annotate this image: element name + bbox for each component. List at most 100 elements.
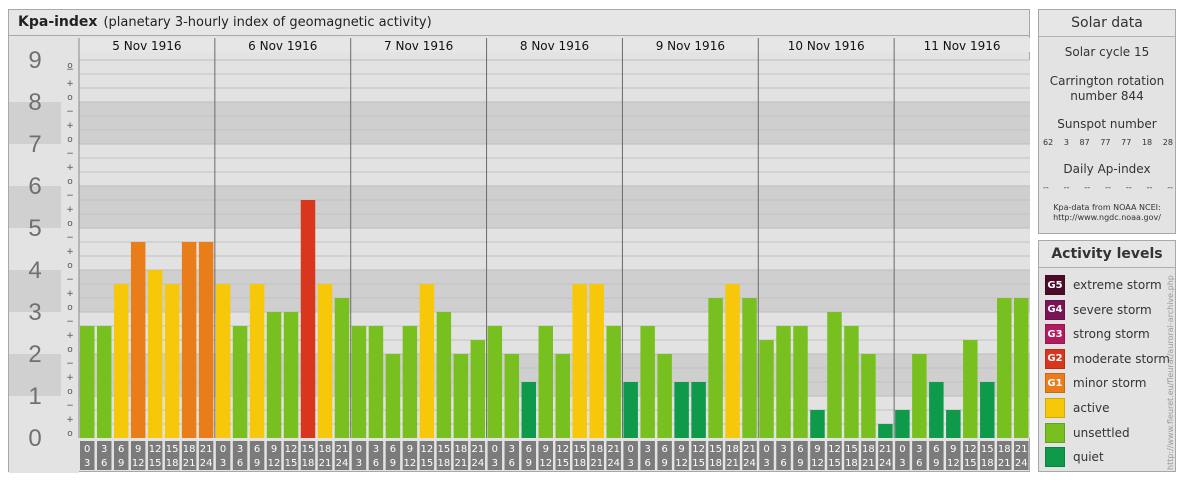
hour-label-end: 12: [675, 458, 688, 469]
hour-label-start: 18: [590, 444, 603, 455]
hour-label-start: 18: [454, 444, 467, 455]
y-minor-tick: +: [66, 121, 74, 131]
hour-label-start: 9: [271, 444, 277, 455]
hour-label-end: 18: [981, 458, 994, 469]
hour-label-end: 15: [964, 458, 977, 469]
y-label-cell: [9, 228, 61, 270]
hour-label-box: [164, 441, 180, 470]
hour-label-box: [912, 441, 927, 470]
hour-label-box: [215, 441, 231, 470]
kp-bar: [96, 325, 112, 438]
hour-label-end: 18: [302, 458, 315, 469]
hour-label-end: 6: [373, 458, 379, 469]
chart-subtitle: (planetary 3-hourly index of geomagnetic…: [103, 15, 432, 30]
hour-label-box: [521, 441, 537, 470]
y-minor-tick: +: [66, 415, 74, 425]
hour-label-box: [113, 441, 129, 470]
y-minor-tick: o: [67, 345, 73, 355]
sunspot-title: Sunspot number: [1057, 117, 1157, 131]
hour-label-box: [742, 441, 757, 470]
hour-label-end: 21: [319, 458, 332, 469]
hour-label-end: 15: [421, 458, 434, 469]
hour-label-box: [538, 441, 553, 470]
ap-value: --: [1146, 183, 1153, 192]
y-minor-tick: o: [67, 429, 73, 439]
day-header-row: [79, 38, 1030, 52]
chart-title-bar: Kpa-index (planetary 3-hourly index of ge…: [9, 10, 1029, 36]
legend-swatch: G1: [1045, 373, 1065, 394]
y-minor-tick: +: [66, 289, 74, 299]
hour-label-end: 15: [828, 458, 841, 469]
hour-label-end: 12: [132, 458, 145, 469]
hour-label-end: 6: [509, 458, 515, 469]
legend-item-moderate-storm: G2 moderate storm: [1045, 348, 1170, 369]
hour-label-end: 6: [237, 458, 243, 469]
hour-label-box: [80, 441, 95, 470]
hour-label-box: [96, 441, 112, 470]
solar-data-panel: Solar data Solar cycle 15 Carrington rot…: [1038, 9, 1176, 234]
hour-label-box: [351, 441, 367, 470]
kp-bar: [623, 382, 638, 438]
hour-label-box: [487, 441, 503, 470]
hour-label-start: 12: [692, 444, 705, 455]
carrington-line-1: Carrington rotation: [1049, 74, 1165, 88]
data-credit-line-1: Kpa-data from NOAA NCEI:: [1053, 203, 1161, 212]
legend-item-active: active: [1045, 398, 1109, 418]
legend-label: unsettled: [1073, 425, 1130, 440]
hour-label-start: 3: [237, 444, 243, 455]
solar-data-title: Solar data: [1039, 10, 1175, 37]
hour-label-start: 6: [526, 444, 532, 455]
hour-label-start: 12: [285, 444, 298, 455]
ap-index-title: Daily Ap-index: [1063, 162, 1151, 176]
hour-label-end: 3: [763, 458, 769, 469]
sunspot-value: 18: [1141, 138, 1153, 147]
hour-label-box: [810, 441, 825, 470]
kp-bar: [980, 382, 995, 438]
data-credit: Kpa-data from NOAA NCEI: http://www.ngdc…: [1039, 203, 1175, 223]
data-credit-link[interactable]: http://www.ngdc.noaa.gov/: [1053, 213, 1161, 222]
kp-bar: [827, 312, 842, 438]
hour-label-start: 9: [950, 444, 956, 455]
y-label-cell: [9, 60, 61, 102]
legend-swatch: [1045, 422, 1065, 443]
hour-label-end: 24: [743, 458, 756, 469]
hour-label-box: [827, 441, 842, 470]
hour-label-box: [963, 441, 978, 470]
hour-label-box: [232, 441, 248, 470]
kp-bar: [334, 298, 350, 438]
hour-label-box: [385, 441, 401, 470]
kp-bar: [793, 325, 808, 438]
kp-bar: [164, 283, 180, 438]
hour-label-end: 6: [101, 458, 107, 469]
hour-label-end: 3: [220, 458, 226, 469]
hour-label-end: 24: [607, 458, 620, 469]
hour-label-end: 9: [933, 458, 939, 469]
hour-label-end: 6: [780, 458, 786, 469]
carrington-line-2: number 844: [1070, 89, 1144, 103]
hour-label-start: 18: [862, 444, 875, 455]
hour-label-box: [725, 441, 740, 470]
kp-bar: [317, 283, 333, 438]
y-tick-label: 2: [28, 341, 41, 368]
activity-levels-panel: Activity levels G5 extreme storm G4 severe …: [1038, 240, 1176, 472]
y-minor-tick: +: [66, 205, 74, 215]
hour-label-end: 9: [526, 458, 532, 469]
y-minor-tick: −: [66, 107, 74, 117]
kp-bar: [283, 312, 299, 438]
kp-bar: [861, 354, 876, 438]
hour-label-end: 12: [947, 458, 960, 469]
legend-swatch: G5: [1045, 275, 1065, 295]
kp-bar: [521, 382, 537, 438]
legend-swatch: [1045, 398, 1065, 418]
hour-label-end: 9: [661, 458, 667, 469]
hour-label-start: 0: [492, 444, 498, 455]
hour-label-end: 15: [556, 458, 569, 469]
day-label: 6 Nov 1916: [248, 39, 317, 53]
hour-label-end: 3: [356, 458, 362, 469]
y-label-cell: [9, 102, 61, 144]
hour-label-box: [470, 441, 486, 470]
kp-bar: [657, 354, 672, 438]
kp-bar: [1014, 298, 1029, 438]
hour-label-start: 18: [319, 444, 332, 455]
hour-label-box: [657, 441, 672, 470]
